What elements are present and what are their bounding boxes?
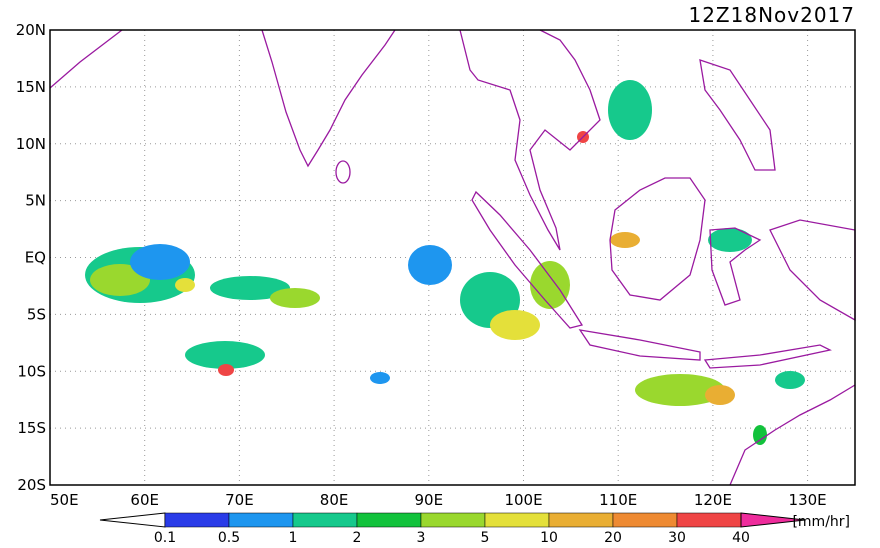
colorbar-swatch xyxy=(164,512,230,528)
colorbar-label: 3 xyxy=(417,530,426,544)
lon-label: 70E xyxy=(225,491,254,509)
lat-label: 10N xyxy=(16,135,46,153)
colorbar-swatch xyxy=(484,512,550,528)
colorbar-unit: [mm/hr] xyxy=(792,514,850,530)
lat-label: 5S xyxy=(27,305,46,323)
colorbar-swatch xyxy=(228,512,294,528)
colorbar-label: 2 xyxy=(353,530,362,544)
lat-label: EQ xyxy=(25,249,46,267)
colorbar-swatch xyxy=(676,512,742,528)
colorbar-label: 30 xyxy=(668,530,686,544)
lon-label: 120E xyxy=(694,491,732,509)
lon-label: 60E xyxy=(130,491,159,509)
colorbar-swatch xyxy=(420,512,486,528)
colorbar-label: 5 xyxy=(481,530,490,544)
lon-label: 50E xyxy=(50,491,79,509)
colorbar-label: 0.5 xyxy=(218,530,240,544)
colorbar-swatch xyxy=(292,512,358,528)
lon-label: 130E xyxy=(789,491,827,509)
rain-areas xyxy=(85,80,805,445)
lat-label: 15N xyxy=(16,78,46,96)
colorbar-label: 20 xyxy=(604,530,622,544)
lat-label: 15S xyxy=(17,419,46,437)
coastlines xyxy=(49,29,856,486)
lon-label: 90E xyxy=(415,491,444,509)
lat-label: 20S xyxy=(17,476,46,494)
colorbar-swatch xyxy=(356,512,422,528)
colorbar-label: 1 xyxy=(289,530,298,544)
colorbar-label: 10 xyxy=(540,530,558,544)
colorbar-label: 40 xyxy=(732,530,750,544)
lat-label: 10S xyxy=(17,362,46,380)
colorbar-high-triangle xyxy=(740,512,806,528)
colorbar: 0.1 0.5 1 2 3 5 10 20 30 40 xyxy=(99,512,806,546)
lon-label: 110E xyxy=(599,491,637,509)
map-frame xyxy=(49,29,856,486)
lat-label: 5N xyxy=(25,192,46,210)
colorbar-swatch xyxy=(612,512,678,528)
lat-label: 20N xyxy=(16,21,46,39)
map-title: 12Z18Nov2017 xyxy=(688,3,855,27)
colorbar-label: 0.1 xyxy=(154,530,176,544)
lon-label: 80E xyxy=(320,491,349,509)
colorbar-swatch xyxy=(548,512,614,528)
lon-label: 100E xyxy=(504,491,542,509)
colorbar-low-triangle xyxy=(99,512,166,528)
